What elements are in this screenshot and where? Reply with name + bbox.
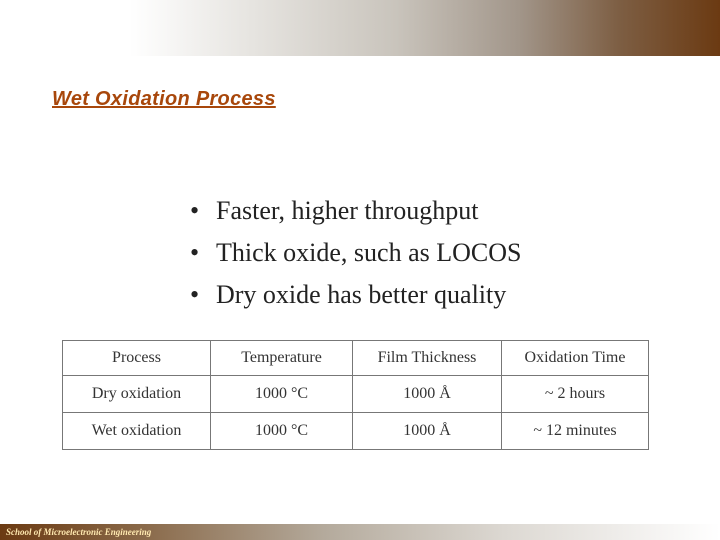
table-cell: Wet oxidation [62,412,211,450]
footer-gradient-bar [0,524,720,540]
oxidation-comparison-table: Process Temperature Film Thickness Oxida… [62,340,649,450]
bullet-dot: • [190,280,200,309]
table-cell: 1000 Å [352,375,502,413]
table-row: Wet oxidation 1000 °C 1000 Å ~ 12 minute… [62,412,649,450]
table-cell: ~ 2 hours [501,375,649,413]
table-cell: Dry oxidation [62,375,211,413]
table-cell: 1000 °C [210,375,353,413]
column-header-oxidation-time: Oxidation Time [501,340,649,376]
table-row: Dry oxidation 1000 °C 1000 Å ~ 2 hours [62,375,649,413]
bullet-dot: • [190,238,200,267]
header-gradient-bar [0,0,720,56]
bullet-item: • Dry oxide has better quality [190,278,521,320]
bullet-text: Thick oxide, such as LOCOS [216,238,522,267]
bullet-list: • Faster, higher throughput • Thick oxide,… [190,194,521,320]
table-cell: ~ 12 minutes [501,412,649,450]
column-header-process: Process [62,340,211,376]
bullet-item: • Thick oxide, such as LOCOS [190,236,521,278]
slide-title: Wet Oxidation Process [52,88,276,110]
bullet-text: Dry oxide has better quality [216,280,507,309]
bullet-item: • Faster, higher throughput [190,194,521,236]
footer-text: School of Microelectronic Engineering [6,527,152,537]
bullet-text: Faster, higher throughput [216,196,479,225]
table-header-row: Process Temperature Film Thickness Oxida… [62,340,649,376]
bullet-dot: • [190,196,200,225]
table-cell: 1000 °C [210,412,353,450]
column-header-film-thickness: Film Thickness [352,340,502,376]
table-cell: 1000 Å [352,412,502,450]
column-header-temperature: Temperature [210,340,353,376]
